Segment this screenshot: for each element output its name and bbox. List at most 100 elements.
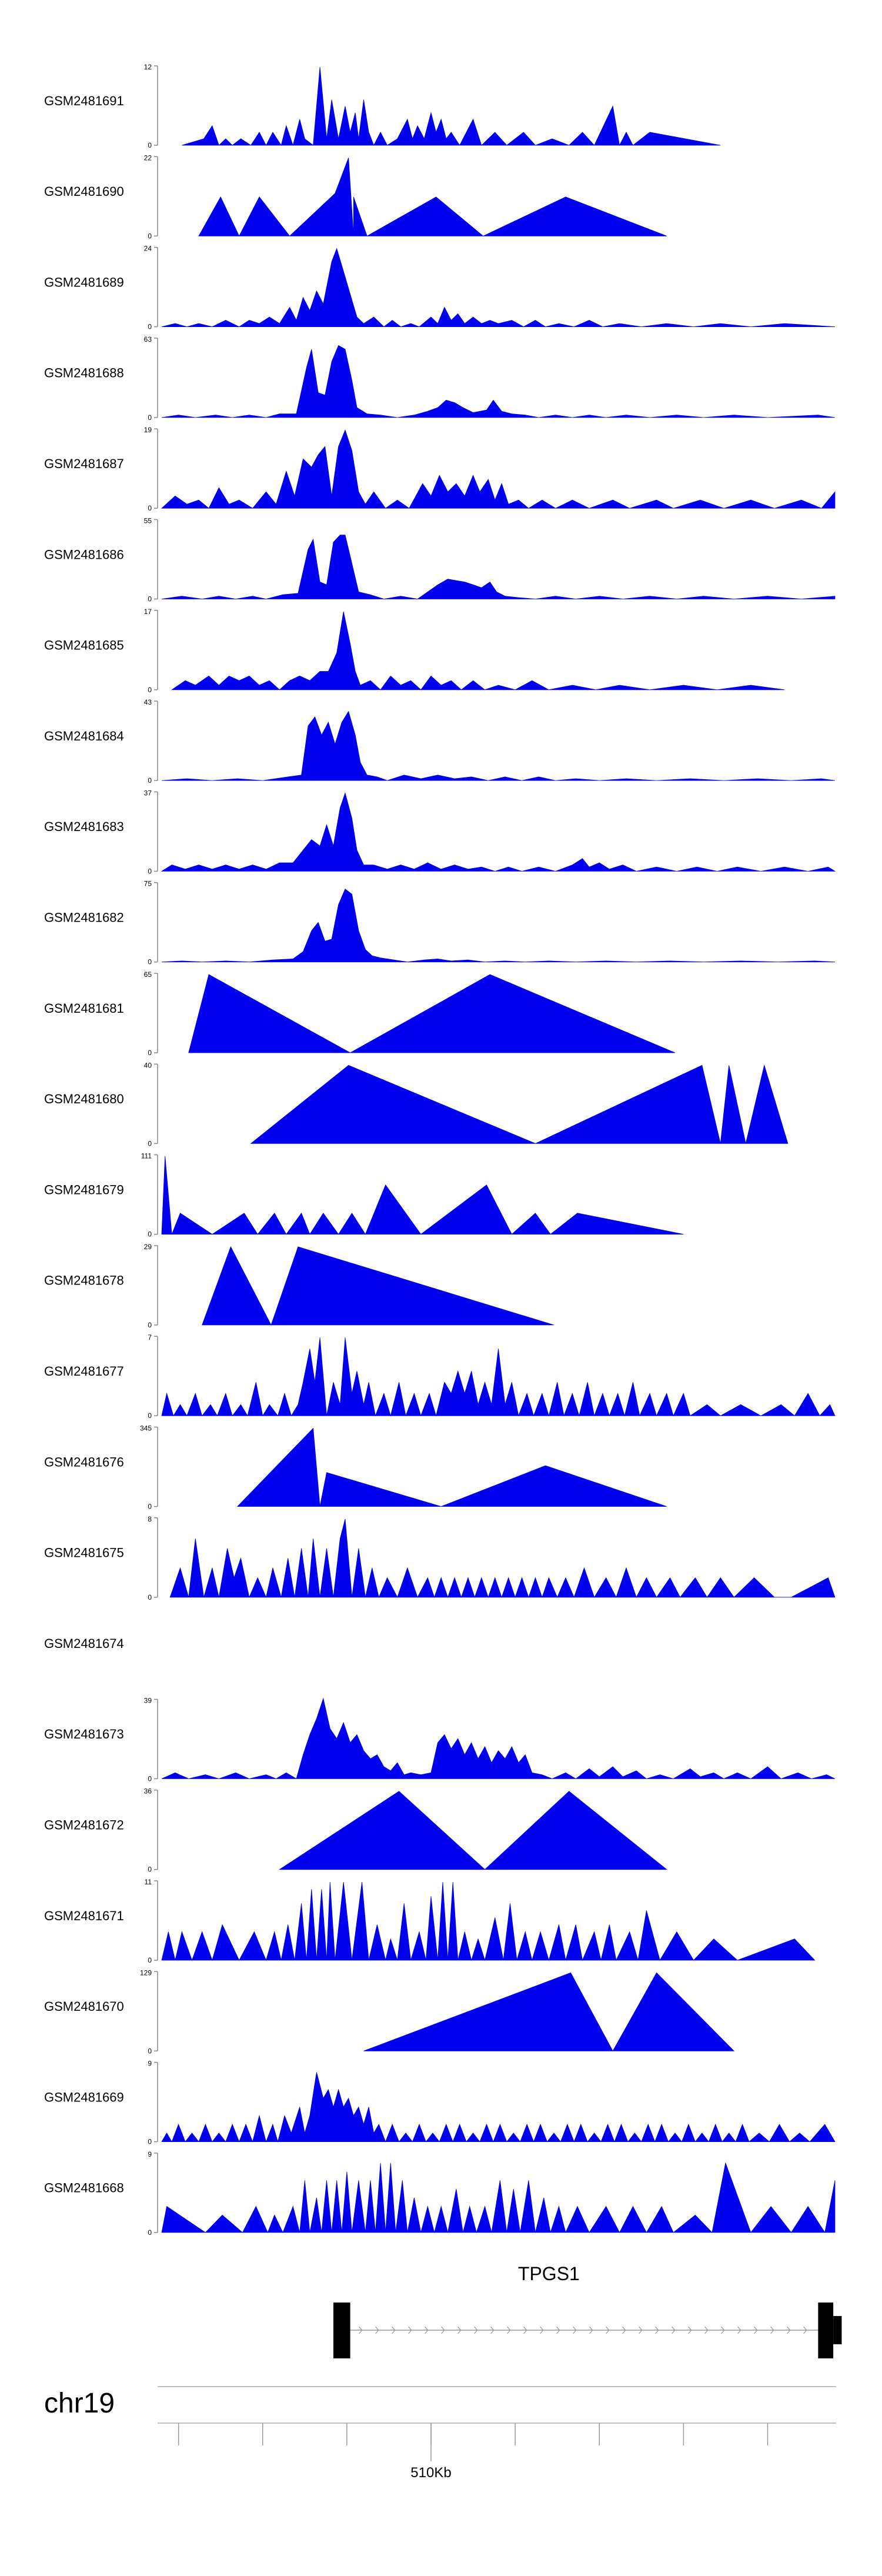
y-max-label: 17 <box>144 608 152 616</box>
track-GSM2481687: GSM2481687 19 0 <box>44 426 836 512</box>
track-GSM2481681: GSM2481681 65 0 <box>44 970 676 1057</box>
track-GSM2481677: GSM2481677 7 0 <box>44 1333 836 1420</box>
y-min-label: 0 <box>148 1412 152 1420</box>
track-GSM2481685: GSM2481685 17 0 <box>44 608 785 694</box>
strand-arrow <box>457 2326 462 2334</box>
y-min-label: 0 <box>148 686 152 694</box>
y-max-label: 24 <box>144 245 152 253</box>
track-label: GSM2481690 <box>44 184 124 199</box>
coverage-area <box>161 345 836 418</box>
track-GSM2481669: GSM2481669 9 0 <box>44 2060 836 2146</box>
y-min-label: 0 <box>148 1049 152 1057</box>
coverage-area <box>161 710 836 781</box>
y-max-label: 345 <box>140 1424 152 1433</box>
y-max-label: 9 <box>148 2150 152 2158</box>
track-label: GSM2481675 <box>44 1546 124 1560</box>
strand-arrow <box>803 2326 807 2334</box>
strand-arrow <box>622 2326 626 2334</box>
track-label: GSM2481673 <box>44 1727 124 1741</box>
coverage-area <box>161 1881 816 1961</box>
track-GSM2481679: GSM2481679 111 0 <box>44 1152 684 1239</box>
strand-arrow <box>507 2326 511 2334</box>
track-label: GSM2481677 <box>44 1364 124 1379</box>
strand-arrow <box>737 2326 741 2334</box>
track-GSM2481690: GSM2481690 22 0 <box>44 154 667 240</box>
strand-arrow <box>573 2326 577 2334</box>
y-max-label: 63 <box>144 335 152 343</box>
chromosome-label: chr19 <box>44 2388 115 2419</box>
track-label: GSM2481685 <box>44 638 124 653</box>
strand-arrow <box>589 2326 593 2334</box>
y-max-label: 55 <box>144 517 152 525</box>
y-max-label: 8 <box>148 1515 152 1523</box>
y-max-label: 65 <box>144 970 152 979</box>
strand-arrow <box>490 2326 495 2334</box>
track-GSM2481684: GSM2481684 43 0 <box>44 698 836 785</box>
track-GSM2481676: GSM2481676 345 0 <box>44 1424 667 1511</box>
coverage-area <box>161 1697 836 1780</box>
strand-arrow <box>606 2326 610 2334</box>
coverage-area <box>161 429 836 509</box>
y-min-label: 0 <box>148 1866 152 1874</box>
y-min-label: 0 <box>148 958 152 966</box>
track-label: GSM2481682 <box>44 910 124 925</box>
strand-arrow <box>655 2326 659 2334</box>
strand-arrow <box>392 2326 396 2334</box>
track-label: GSM2481668 <box>44 2181 124 2195</box>
coverage-area <box>250 1064 789 1144</box>
gene-track: TPGS1 <box>333 2263 842 2358</box>
coverage-area <box>202 1246 554 1326</box>
y-max-label: 75 <box>144 880 152 888</box>
y-min-label: 0 <box>148 1230 152 1239</box>
y-max-label: 40 <box>144 1061 152 1069</box>
track-label: GSM2481686 <box>44 547 124 562</box>
coverage-area <box>171 611 785 690</box>
y-min-label: 0 <box>148 1503 152 1511</box>
track-GSM2481686: GSM2481686 55 0 <box>44 517 836 603</box>
track-GSM2481682: GSM2481682 75 0 <box>44 880 836 966</box>
y-max-label: 129 <box>140 1968 152 1977</box>
strand-arrow <box>375 2326 379 2334</box>
y-min-label: 0 <box>148 2228 152 2237</box>
strand-arrow <box>540 2326 544 2334</box>
strand-arrow <box>671 2326 676 2334</box>
track-GSM2481689: GSM2481689 24 0 <box>44 245 836 331</box>
y-min-label: 0 <box>148 1593 152 1601</box>
gene-exon <box>833 2316 842 2344</box>
track-GSM2481678: GSM2481678 29 0 <box>44 1243 554 1329</box>
y-min-label: 0 <box>148 1321 152 1329</box>
strand-arrow <box>408 2326 412 2334</box>
track-label: GSM2481671 <box>44 1908 124 1923</box>
y-min-label: 0 <box>148 1956 152 1964</box>
strand-arrow <box>754 2326 758 2334</box>
tracks-layer: GSM2481691120GSM2481690220GSM2481689240G… <box>44 63 836 2237</box>
coverage-area <box>161 2162 836 2234</box>
coverage-area <box>236 1427 667 1507</box>
strand-arrow <box>639 2326 643 2334</box>
strand-arrow <box>474 2326 478 2334</box>
y-min-label: 0 <box>148 232 152 240</box>
track-label: GSM2481684 <box>44 729 124 743</box>
track-label: GSM2481689 <box>44 275 124 289</box>
y-max-label: 37 <box>144 789 152 797</box>
y-max-label: 19 <box>144 426 152 434</box>
track-label: GSM2481691 <box>44 94 124 108</box>
strand-arrow <box>523 2326 527 2334</box>
strand-arrow <box>441 2326 445 2334</box>
y-min-label: 0 <box>148 867 152 875</box>
strand-arrow <box>688 2326 692 2334</box>
coverage-area <box>161 2072 836 2143</box>
gene-name-label: TPGS1 <box>518 2263 580 2284</box>
y-min-label: 0 <box>148 1139 152 1147</box>
track-label: GSM2481670 <box>44 1999 124 2014</box>
strand-arrow <box>787 2326 791 2334</box>
coverage-area <box>161 1337 836 1417</box>
track-label: GSM2481676 <box>44 1454 124 1469</box>
coverage-area <box>169 1519 836 1599</box>
track-label: GSM2481688 <box>44 366 124 381</box>
track-label: GSM2481681 <box>44 1001 124 1016</box>
y-max-label: 29 <box>144 1243 152 1251</box>
track-GSM2481675: GSM2481675 8 0 <box>44 1515 836 1601</box>
y-min-label: 0 <box>148 504 152 512</box>
y-min-label: 0 <box>148 2047 152 2055</box>
